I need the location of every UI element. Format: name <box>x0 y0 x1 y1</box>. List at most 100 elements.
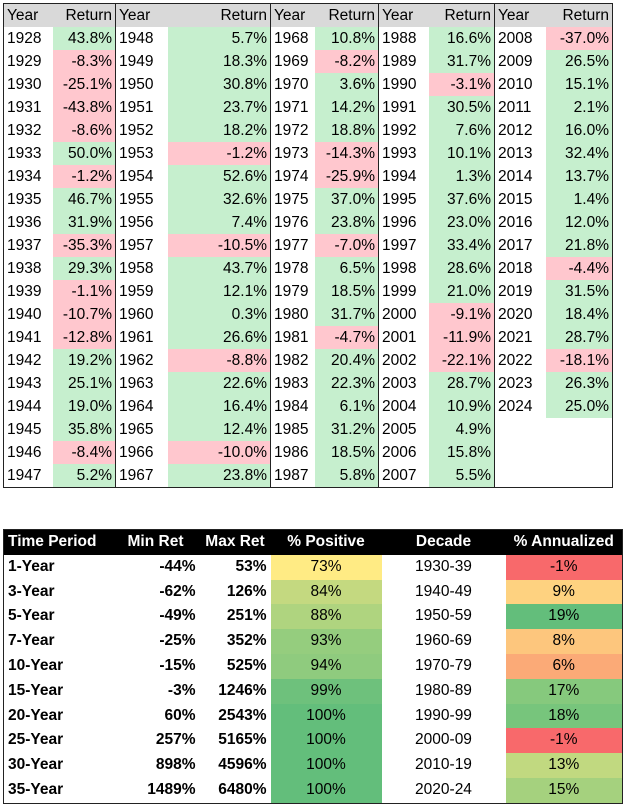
empty-cell <box>495 418 546 441</box>
summary-row: 15-Year -3% 1246% 99% 1980-89 17% <box>4 678 623 704</box>
year-cell: 2015 <box>498 191 533 208</box>
table-row: 1928 43.8% 1948 5.7% 1968 10.8% 1988 16.6% 2008-… <box>4 27 613 50</box>
empty-cell <box>495 441 546 464</box>
year-cell: 1932 <box>7 122 42 139</box>
min-ret-cell: 898% <box>155 756 196 774</box>
return-cell: 6.1% <box>314 395 379 418</box>
decade-cell: 1950-59 <box>415 607 472 625</box>
header-time-period: Time Period <box>3 529 112 555</box>
return-cell: 29.3% <box>52 257 116 280</box>
return-cell: 28.6% <box>428 257 495 280</box>
return-cell: 5.5% <box>428 464 495 488</box>
return-cell: 43.8% <box>52 27 116 50</box>
return-cell: 43.7% <box>167 257 271 280</box>
return-cell: 7.4% <box>167 211 271 234</box>
return-cell: -8.2% <box>314 50 379 73</box>
period-cell: 5-Year <box>8 607 55 625</box>
return-cell: -8.8% <box>167 349 271 372</box>
year-cell: 1949 <box>119 53 154 70</box>
table-row: 1942 19.2% 1962 -8.8% 1982 20.4% 2002 -22.1% 202… <box>4 349 613 372</box>
year-cell: 1977 <box>274 237 309 254</box>
pct-annualized-cell: -1% <box>505 728 623 754</box>
year-cell: 1965 <box>119 421 154 438</box>
return-cell: -43.8% <box>52 96 116 119</box>
pct-positive-cell: 94% <box>270 653 382 679</box>
header-return: Return <box>428 3 495 27</box>
pct-annualized-cell: 17% <box>505 678 623 704</box>
period-cell: 7-Year <box>8 632 55 650</box>
return-cell: 32.6% <box>167 188 271 211</box>
summary-table: Time Period Min Ret Max Ret % Positive D… <box>3 529 623 804</box>
decade-cell: 2020-24 <box>415 780 472 798</box>
year-cell: 2013 <box>498 145 533 162</box>
year-cell: 2018 <box>498 260 533 277</box>
grid-header-row: Year Return Year Return Year Return Year Return… <box>3 3 613 27</box>
pct-positive-cell: 100% <box>270 728 382 754</box>
year-cell: 2024 <box>498 398 533 415</box>
period-cell: 20-Year <box>8 706 64 724</box>
return-cell: 14.2% <box>314 96 379 119</box>
max-ret-cell: 6480% <box>218 780 267 798</box>
year-cell: 1981 <box>274 329 309 346</box>
return-cell: 12.4% <box>167 418 271 441</box>
year-cell: 1933 <box>7 145 42 162</box>
year-cell: 1983 <box>274 375 309 392</box>
return-cell: -8.6% <box>52 119 116 142</box>
year-cell: 1993 <box>382 145 417 162</box>
return-cell: 22.3% <box>314 372 379 395</box>
year-cell: 1995 <box>382 191 417 208</box>
return-cell: 31.2% <box>314 418 379 441</box>
min-ret-cell: -44% <box>159 557 196 575</box>
header-return: Return <box>52 3 116 27</box>
year-cell: 1957 <box>119 237 154 254</box>
year-cell: 1973 <box>274 145 309 162</box>
summary-header-row: Time Period Min Ret Max Ret % Positive D… <box>3 529 623 555</box>
return-cell: 37.0% <box>314 188 379 211</box>
year-cell: 1931 <box>7 99 42 116</box>
year-cell: 1987 <box>274 467 309 484</box>
header-year: Year <box>378 3 429 27</box>
year-cell: 1939 <box>7 283 42 300</box>
year-cell: 1989 <box>382 53 417 70</box>
pct-annualized-cell: 19% <box>505 604 623 630</box>
return-cell: 23.0% <box>428 211 495 234</box>
return-cell: 22.6% <box>167 372 271 395</box>
table-row: 1930 -25.1% 1950 30.8% 1970 3.6% 1990 -3.1% 2010… <box>4 73 613 96</box>
year-cell: 1980 <box>274 306 309 323</box>
return-cell: 35.8% <box>52 418 116 441</box>
pct-positive-cell: 100% <box>270 753 382 778</box>
period-cell: 3-Year <box>8 582 55 600</box>
year-cell: 1937 <box>7 237 42 254</box>
return-cell: 7.6% <box>428 119 495 142</box>
table-row: 1936 31.9% 1956 7.4% 1976 23.8% 1996 23.0% 2016 1… <box>4 211 613 234</box>
year-cell: 1929 <box>7 53 42 70</box>
year-cell: 1960 <box>119 306 154 323</box>
year-cell: 1979 <box>274 283 309 300</box>
year-cell: 2006 <box>382 444 417 461</box>
year-cell: 1954 <box>119 168 154 185</box>
table-row: 1944 19.0% 1964 16.4% 1984 6.1% 2004 10.9% 2024 2… <box>4 395 613 418</box>
year-cell: 1942 <box>7 352 42 369</box>
return-cell: 37.6% <box>428 188 495 211</box>
return-cell: -8.4% <box>52 441 116 464</box>
year-cell: 1970 <box>274 76 309 93</box>
year-cell: 2002 <box>382 352 417 369</box>
max-ret-cell: 126% <box>226 582 267 600</box>
summary-row: 35-Year 1489% 6480% 100% 2020-24 15% <box>4 777 623 804</box>
return-cell: 30.5% <box>428 96 495 119</box>
min-ret-cell: -62% <box>159 582 196 600</box>
return-cell: -10.7% <box>52 303 116 326</box>
year-cell: 1964 <box>119 398 154 415</box>
year-cell: 2007 <box>382 467 417 484</box>
table-row: 1935 46.7% 1955 32.6% 1975 37.0% 1995 37.6% 2015… <box>4 188 613 211</box>
return-cell: -3.1% <box>428 73 495 96</box>
return-cell: 31.7% <box>314 303 379 326</box>
year-cell: 1950 <box>119 76 154 93</box>
min-ret-cell: -3% <box>167 681 196 699</box>
return-cell: -9.1% <box>428 303 495 326</box>
year-cell: 2016 <box>498 214 533 231</box>
year-cell: 1966 <box>119 444 154 461</box>
max-ret-cell: 1246% <box>218 681 267 699</box>
return-cell: 3.6% <box>314 73 379 96</box>
return-cell: -1.2% <box>52 165 116 188</box>
